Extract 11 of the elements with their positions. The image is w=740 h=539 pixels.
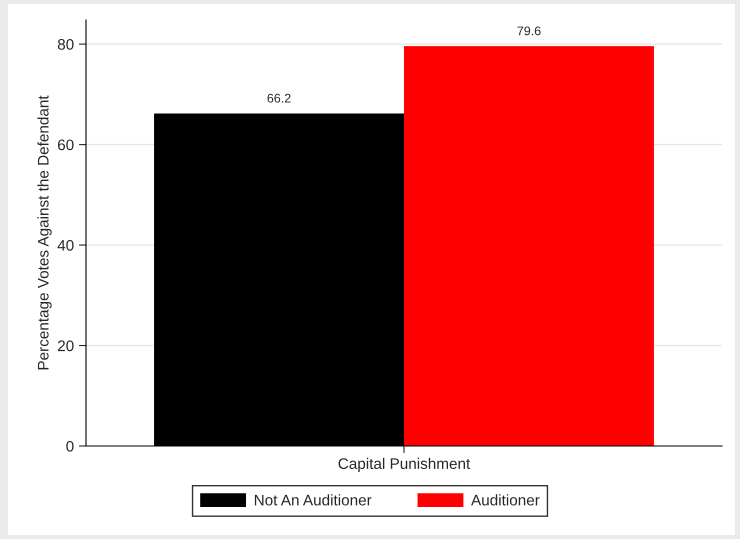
x-tick-label: Capital Punishment [338, 458, 470, 472]
legend-label: Auditioner [471, 494, 540, 506]
y-axis-title: Percentage Votes Against the Defendant [37, 96, 52, 370]
y-tick-label: 80 [58, 38, 74, 50]
y-tick-label: 40 [58, 240, 74, 251]
y-tick-label: 60 [58, 139, 74, 150]
data-label: 66.2 [268, 94, 291, 103]
legend-label: Not An Auditioner [254, 494, 372, 506]
y-tick-label: 20 [58, 340, 74, 352]
y-tick-label: 0 [66, 440, 74, 452]
data-label: 79.6 [517, 26, 541, 36]
